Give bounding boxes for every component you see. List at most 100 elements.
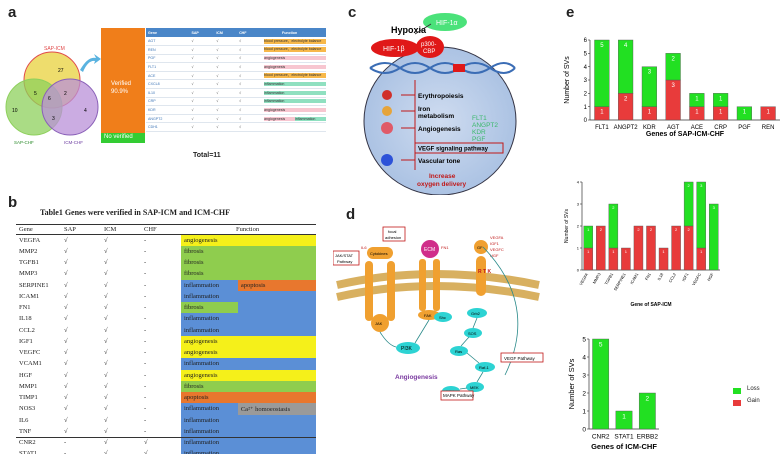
table-cell-icm: √ bbox=[104, 304, 108, 312]
data-label: 3 bbox=[671, 83, 675, 89]
table-cell-function-2 bbox=[237, 313, 316, 325]
table-cell-function: inflammation bbox=[181, 358, 238, 370]
rtk-node bbox=[476, 256, 486, 296]
mini-cell-function: blood pressure，electrolyte balance bbox=[262, 45, 326, 55]
shc-node bbox=[434, 312, 452, 322]
x-tick-label: SERPINE1 bbox=[613, 271, 628, 291]
y-tick-label: 1 bbox=[584, 105, 588, 111]
table-cell-function-2 bbox=[237, 257, 316, 269]
table-row: TIMP1 √ √ - apoptosis bbox=[16, 392, 316, 404]
table-cell-gene: VCAM1 bbox=[19, 360, 42, 368]
table-cell-gene: TNF bbox=[19, 427, 32, 435]
table-row: VCAM1 √ √ - inflammation bbox=[16, 358, 316, 370]
mini-cell-icm: √ bbox=[214, 71, 238, 81]
table-cell-function-2 bbox=[237, 347, 316, 359]
data-label: 1 bbox=[648, 110, 652, 116]
jak-node bbox=[371, 314, 389, 332]
hypoxia-label: Hypoxia bbox=[391, 25, 427, 35]
bar-loss-hgf bbox=[709, 203, 719, 271]
mini-cell-gene: PGF bbox=[146, 54, 190, 64]
mini-cell-function: inflammation bbox=[262, 79, 326, 90]
focal-label-2: adhesion bbox=[385, 235, 401, 240]
vegf-pathway-label: VEGF Pathway bbox=[504, 356, 536, 361]
dna-strand bbox=[369, 62, 516, 74]
mini-cell-gene: AGT bbox=[146, 37, 190, 47]
focal-label: focal bbox=[388, 229, 397, 234]
mini-cell-icm: √ bbox=[214, 114, 238, 124]
mini-cell-gene: CXCL8 bbox=[146, 79, 190, 90]
mini-row: CXCL8 √ √ √ inflammation bbox=[146, 79, 326, 90]
chart-icm-chf: Number of SVs 0 1 2 3 4 5 5 CNR2 1 STAT1 2 ERBB2Gene… bbox=[567, 336, 659, 451]
table-cell-sap: √ bbox=[64, 394, 68, 402]
mini-cell-chf: √ bbox=[237, 79, 262, 90]
table-cell-function-2 bbox=[237, 268, 316, 280]
table-cell-sap: √ bbox=[64, 292, 68, 300]
x-tick-label: IL18 bbox=[656, 271, 665, 281]
ras-label: Ras bbox=[455, 349, 462, 354]
panel-a-table: Gene SAP ICM CHF Function AGT √ √ √ blood pressu… bbox=[146, 28, 326, 133]
table-cell-function: inflammation bbox=[181, 403, 238, 415]
table-cell-gene: VEGFA bbox=[19, 236, 41, 244]
table-cell-chf: - bbox=[144, 371, 147, 379]
venn-region: 4 bbox=[84, 108, 87, 114]
mini-cell-icm: √ bbox=[214, 54, 238, 64]
data-label: 2 bbox=[688, 227, 691, 232]
sos-label: SOS bbox=[468, 331, 477, 336]
x-tick-label: CRP bbox=[714, 125, 727, 131]
table-cell-function: inflammation bbox=[181, 425, 238, 437]
bar-loss-vegfc bbox=[696, 181, 706, 249]
mini-cell-function: angiogenesis inflammation bbox=[262, 114, 326, 124]
grb2-node bbox=[467, 308, 487, 318]
venn-region: 27 bbox=[58, 68, 64, 74]
data-label: 1 bbox=[719, 110, 723, 116]
mini-cell-function: inflammation bbox=[262, 88, 326, 98]
table-cell-sap: √ bbox=[64, 405, 68, 413]
table-cell-function-2 bbox=[237, 380, 316, 392]
panel-label-d: d bbox=[346, 206, 356, 223]
mini-function-2: inflammation bbox=[295, 116, 326, 121]
table-row: VEGFA √ √ - angiogenesis bbox=[16, 234, 316, 246]
raf1-node bbox=[475, 362, 495, 372]
mini-cell-sap: √ bbox=[189, 54, 215, 64]
table-header-cell: Function bbox=[181, 224, 316, 235]
y-tick-label: 3 bbox=[584, 78, 588, 84]
table-cell-function: angiogenesis bbox=[181, 347, 238, 359]
mini-row: REN √ √ √ blood pressure，electrolyte balance bbox=[146, 45, 326, 55]
table-cell-chf: - bbox=[144, 315, 147, 323]
table-cell-function: fibrosis bbox=[181, 245, 238, 257]
table-cell-function: apoptosis bbox=[181, 392, 238, 404]
legend-swatch-loss bbox=[733, 388, 741, 394]
x-tick-label: ACE bbox=[691, 125, 703, 131]
data-label: 2 bbox=[671, 56, 675, 62]
data-label: 1 bbox=[695, 96, 699, 102]
table-row: IGF1 √ √ - angiogenesis bbox=[16, 335, 316, 347]
table-cell-icm: √ bbox=[104, 371, 108, 379]
table-cell-icm: √ bbox=[104, 236, 108, 244]
table-row: MMP3 √ √ - fibrosis bbox=[16, 268, 316, 280]
bar-loss-crp bbox=[713, 93, 729, 107]
table-cell-function: fibrosis bbox=[181, 380, 238, 392]
mini-cell-function: blood pressure，electrolyte balance bbox=[262, 37, 326, 47]
mini-cell-chf: √ bbox=[237, 62, 262, 72]
table-cell-gene: SERPINE1 bbox=[19, 281, 49, 289]
gf-item: VEGFC bbox=[490, 247, 504, 252]
gene-kdr: KDR bbox=[472, 129, 486, 136]
pathway-arrows bbox=[379, 317, 484, 390]
data-label: 2 bbox=[688, 183, 691, 188]
y-axis-label: Number of SVs bbox=[567, 358, 576, 409]
table-cell-sap: √ bbox=[64, 281, 68, 289]
table-cell-icm: √ bbox=[104, 292, 108, 300]
mini-cell-gene: ANGPT2 bbox=[146, 114, 190, 124]
iron-icon bbox=[382, 106, 392, 116]
table-row: NOS3 √ √ - inflammation Ca²⁺ homoeostasis bbox=[16, 403, 316, 415]
x-tick-label: MMP3 bbox=[592, 271, 602, 284]
table-cell-function: angiogenesis bbox=[181, 335, 238, 347]
table-cell-sap: √ bbox=[64, 270, 68, 278]
table-cell-chf: - bbox=[144, 416, 147, 424]
panel-d-diagram: focal adhesion JAK/STAT Pathway IL6 Cyto… bbox=[333, 226, 544, 401]
venn-label-2: SAP-CHF bbox=[14, 140, 34, 145]
table-cell-sap: √ bbox=[64, 360, 68, 368]
bar-gain-mmp3 bbox=[596, 225, 606, 271]
mini-cell-icm: √ bbox=[214, 122, 238, 133]
table-cell-icm: √ bbox=[104, 337, 108, 345]
